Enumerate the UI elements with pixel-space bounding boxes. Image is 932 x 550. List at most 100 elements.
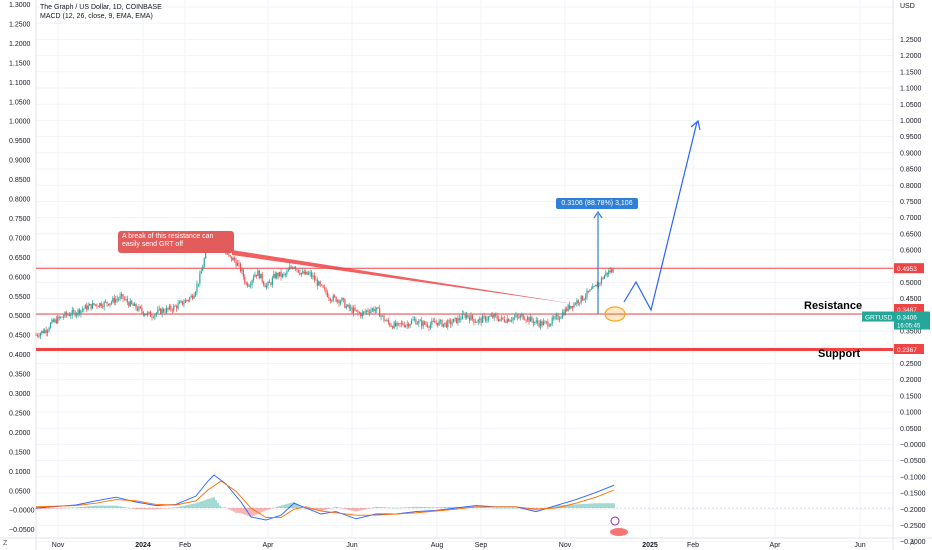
candle-body [554,316,556,319]
macd-histogram-bar [75,507,77,508]
macd-histogram-bar [605,503,607,508]
candle-body [313,275,315,280]
macd-histogram-bar [259,508,261,514]
macd-histogram-bar [197,502,199,508]
candle-body [268,281,271,284]
macd-histogram-bar [583,503,585,508]
right-axis-tick-label: 1.1500 [900,69,922,76]
candle-body [470,315,472,321]
candle-body [165,308,168,313]
macd-histogram-bar [323,508,325,511]
macd-histogram-bar [77,507,79,508]
macd-histogram-bar [221,507,223,508]
right-axis-tick-label: 0.6500 [900,231,922,238]
candle-body [360,312,362,317]
macd-histogram-bar [607,503,609,508]
currency-label[interactable]: USD [900,3,915,10]
candle-body [596,284,598,288]
macd-histogram-bar [127,507,129,509]
candle-body [287,269,289,272]
left-axis-tick-label: 0.5000 [9,313,31,320]
candle-body [125,299,127,300]
macd-histogram-bar [433,507,435,508]
macd-histogram-bar [105,505,107,508]
candle-body [355,310,358,312]
candle-body [129,300,131,307]
macd-histogram-bar [513,508,515,509]
x-axis-label: Nov [52,542,65,549]
macd-histogram-bar [303,508,305,509]
macd-histogram-bar [203,500,205,508]
macd-histogram-bar [263,508,265,512]
candle-body [141,307,143,312]
candle-body [600,277,603,283]
candle-body [258,270,260,279]
macd-histogram-bar [613,503,615,508]
candle-body [39,333,41,337]
candle-body [535,320,537,322]
callout-annotation[interactable]: A break of this resistance can easily se… [118,231,234,253]
macd-histogram-bar [355,508,357,512]
candle-body [305,271,307,275]
left-axis-tick-label: 1.1500 [9,60,31,67]
candle-body [306,271,308,275]
candle-body [267,281,269,286]
macd-histogram-bar [319,508,321,511]
macd-histogram-bar [253,508,255,516]
macd-histogram-bar [237,508,239,513]
macd-histogram-bar [201,501,203,508]
symbol-title[interactable]: The Graph / US Dollar, 1D, COINBASE [40,4,162,11]
x-axis-label: Jun [854,542,865,549]
candle-body [402,322,404,325]
candle-body [316,279,318,286]
candle-body [257,270,259,276]
candle-body [602,277,604,279]
candle-body [337,300,339,302]
candle-body [468,317,471,321]
macd-histogram-bar [67,507,69,509]
candle-body [296,269,298,271]
macd-histogram-bar [427,507,429,508]
macd-histogram-bar [155,508,157,510]
macd-histogram-bar [37,508,39,510]
corner-left-label[interactable]: Z [3,540,8,547]
left-axis-tick-label: 0.9000 [9,158,31,165]
macd-histogram-bar [145,508,147,510]
candle-body [612,269,614,273]
candle-body [200,270,202,274]
candle-body [196,284,198,292]
candle-body [393,322,395,329]
candle-body [429,324,431,328]
macd-histogram-bar [401,507,403,509]
measure-annotation[interactable]: 0.3106 (88.78%) 3,106 [556,198,638,209]
x-axis-label: Feb [179,542,191,549]
candle-body [590,288,592,290]
macd-histogram-bar [153,508,155,510]
candle-body [142,311,144,315]
candle-body [226,253,228,255]
macd-histogram-bar [163,508,165,509]
left-axis-tick-label: 0.6000 [9,274,31,281]
candle-body [606,272,608,275]
candle-body [370,310,372,313]
candle-body [106,301,108,304]
macd-histogram-bar [503,508,505,509]
indicator-title[interactable]: MACD (12, 26, close, 9, EMA, EMA) [40,13,153,20]
candle-body [163,308,165,312]
candle-body [421,320,423,327]
candle-body [463,313,465,315]
candle-body [495,313,497,316]
macd-histogram-bar [285,504,287,508]
candle-body [157,309,159,313]
candle-body [486,319,488,321]
corner-right-label[interactable]: A [910,540,915,547]
macd-histogram-bar [167,508,169,509]
candle-body [44,330,46,334]
candle-body [170,306,172,310]
resistance-price-tag-bg [894,304,924,314]
candle-body [276,272,278,279]
candle-body [51,319,53,324]
macd-histogram-bar [373,507,375,508]
candle-body [399,323,401,325]
